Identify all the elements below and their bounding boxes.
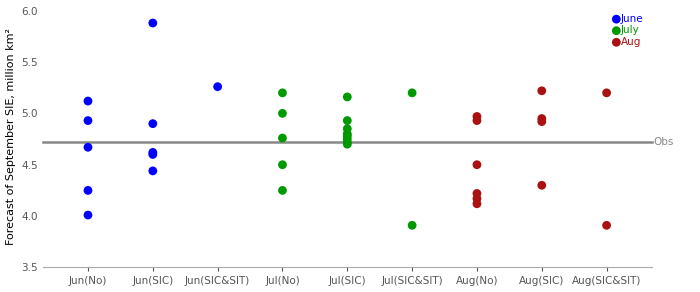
- Point: [147, 152, 158, 157]
- Point: [536, 88, 547, 93]
- Legend: June, July, Aug: June, July, Aug: [610, 11, 647, 50]
- Point: [471, 201, 482, 206]
- Point: [83, 118, 94, 123]
- Point: [342, 137, 353, 141]
- Point: [83, 213, 94, 217]
- Point: [536, 116, 547, 121]
- Point: [407, 223, 418, 228]
- Point: [83, 99, 94, 103]
- Point: [342, 126, 353, 131]
- Point: [277, 162, 288, 167]
- Point: [212, 84, 223, 89]
- Point: [471, 196, 482, 201]
- Point: [471, 114, 482, 119]
- Point: [277, 136, 288, 140]
- Point: [342, 140, 353, 145]
- Point: [407, 91, 418, 95]
- Point: [536, 119, 547, 124]
- Point: [342, 142, 353, 147]
- Point: [277, 111, 288, 116]
- Point: [342, 132, 353, 136]
- Text: Obs: Obs: [653, 137, 673, 147]
- Point: [536, 183, 547, 187]
- Point: [83, 188, 94, 193]
- Point: [147, 150, 158, 155]
- Point: [601, 91, 612, 95]
- Point: [342, 118, 353, 123]
- Point: [471, 162, 482, 167]
- Point: [277, 91, 288, 95]
- Point: [471, 191, 482, 196]
- Point: [277, 188, 288, 193]
- Point: [471, 118, 482, 123]
- Point: [342, 134, 353, 138]
- Point: [147, 121, 158, 126]
- Point: [147, 168, 158, 173]
- Point: [601, 223, 612, 228]
- Y-axis label: Forecast of September SIE, million km²: Forecast of September SIE, million km²: [6, 28, 15, 245]
- Point: [147, 21, 158, 25]
- Point: [83, 145, 94, 150]
- Point: [342, 95, 353, 99]
